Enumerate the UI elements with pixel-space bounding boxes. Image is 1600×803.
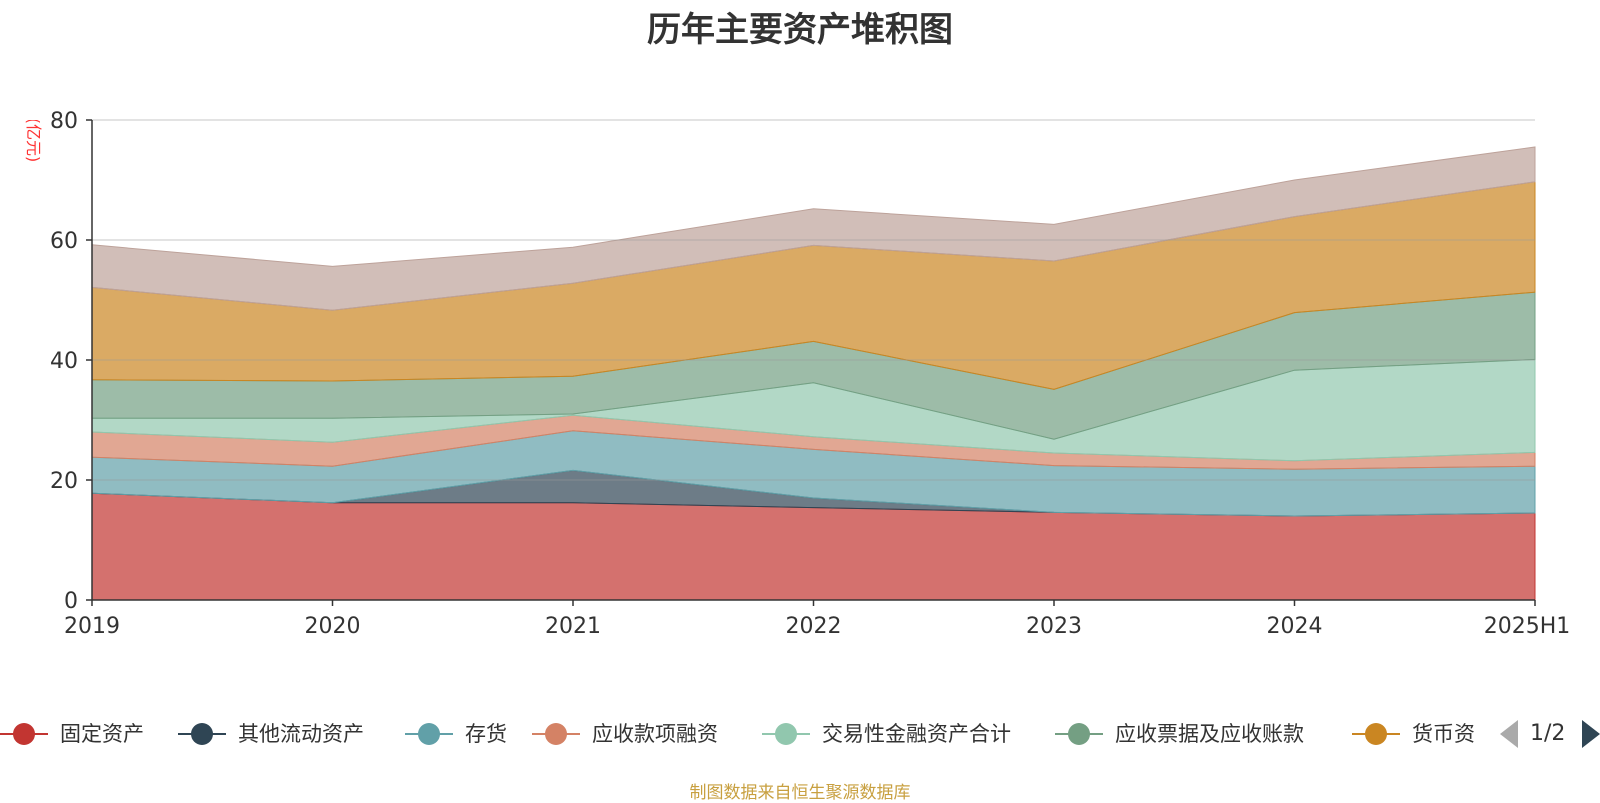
x-tick-label: 2019 <box>64 614 120 639</box>
legend-label: 其他流动资产 <box>238 722 364 746</box>
stacked-area-chart: 0 20 40 60 80 2019 2020 2021 2022 2023 2024 2025H1 <box>50 109 1570 639</box>
legend-label: 存货 <box>465 722 507 746</box>
legend-label: 固定资产 <box>60 722 144 746</box>
y-tick-label: 40 <box>50 349 78 374</box>
y-axis-unit-label: (亿元) <box>24 120 43 162</box>
legend-circle-icon <box>1365 723 1387 745</box>
legend: 固定资产 其他流动资产 存货 应收款项融资 交易性金融资产合计 应收票据及应收账款 货币资 <box>0 712 1600 756</box>
x-tick-label: 2020 <box>305 614 361 639</box>
y-axis-unit-text: (亿元) <box>24 120 43 162</box>
y-tick-label: 80 <box>50 109 78 134</box>
y-tick-label: 0 <box>64 589 78 614</box>
source-note: 制图数据来自恒生聚源数据库 <box>689 783 911 803</box>
x-tick-label: 2021 <box>545 614 601 639</box>
legend-label: 货币资 <box>1412 722 1475 746</box>
y-tick-label: 20 <box>50 469 78 494</box>
pager-prev-icon[interactable] <box>1500 720 1518 748</box>
pager-page-indicator: 1/2 <box>1530 721 1566 746</box>
area-series <box>91 146 1536 601</box>
x-tick-label: 2022 <box>786 614 842 639</box>
tick-labels: 0 20 40 60 80 2019 2020 2021 2022 2023 2024 2025H1 <box>50 109 1570 639</box>
legend-pager: 1/2 <box>1500 712 1600 756</box>
legend-circle-icon <box>191 723 213 745</box>
x-tick-label: 2024 <box>1267 614 1323 639</box>
x-tick-label: 2023 <box>1026 614 1082 639</box>
grid-lines <box>92 119 1535 481</box>
legend-label: 交易性金融资产合计 <box>822 722 1011 746</box>
pager-next-icon[interactable] <box>1582 720 1600 748</box>
legend-circle-icon <box>545 723 567 745</box>
legend-circle-icon <box>1068 723 1090 745</box>
chart-title: 历年主要资产堆积图 <box>647 10 953 50</box>
legend-circle-icon <box>418 723 440 745</box>
legend-circle-icon <box>13 723 35 745</box>
x-tick-label: 2025H1 <box>1484 614 1571 639</box>
legend-label: 应收票据及应收账款 <box>1115 722 1304 746</box>
y-tick-label: 60 <box>50 229 78 254</box>
area-series-8 <box>91 146 1536 311</box>
legend-label: 应收款项融资 <box>592 722 718 746</box>
axes <box>86 119 1536 606</box>
legend-circle-icon <box>775 723 797 745</box>
